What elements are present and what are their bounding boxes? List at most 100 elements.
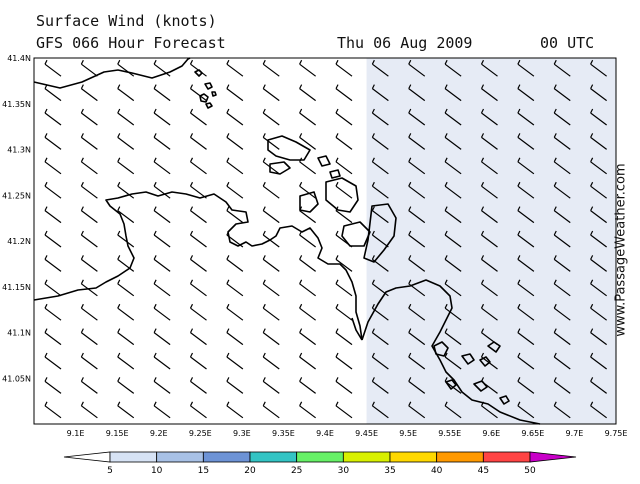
wind-barb — [117, 279, 135, 297]
wind-barb — [590, 279, 607, 297]
colorbar-label: 10 — [151, 466, 163, 476]
wind-barb — [371, 206, 389, 224]
wind-barb — [480, 108, 498, 126]
colorbar-swatch — [296, 451, 344, 463]
wind-barb — [226, 230, 244, 248]
wind-barb — [153, 279, 171, 297]
colorbar-label: 50 — [524, 466, 536, 476]
wind-barb — [371, 401, 389, 419]
longitude-tick-label: 9.45E — [355, 429, 378, 438]
longitude-tick-label: 9.5E — [399, 429, 417, 438]
maddalena-island-6 — [363, 203, 397, 263]
wind-barb — [371, 230, 389, 248]
wind-barb — [553, 230, 571, 248]
wind-barb — [553, 206, 571, 224]
wind-barb — [335, 157, 353, 175]
longitude-tick-label: 9.2E — [150, 429, 168, 438]
wind-barb — [480, 84, 498, 102]
wind-barb — [44, 230, 62, 248]
wind-barb — [262, 377, 280, 394]
maddalena-island-1 — [267, 135, 311, 161]
wind-barb — [408, 377, 426, 394]
wind-barb — [80, 133, 98, 150]
wind-barb — [335, 181, 353, 199]
wind-barb — [189, 157, 207, 175]
wind-barb — [480, 328, 498, 346]
wind-barb — [189, 108, 207, 126]
wind-barb — [371, 279, 389, 297]
wind-barb — [590, 230, 607, 248]
wind-barb — [80, 401, 98, 419]
wind-barb — [444, 352, 462, 370]
wind-barb — [153, 108, 171, 126]
wind-barb — [44, 181, 62, 199]
wind-barb — [480, 401, 498, 419]
wind-barb — [80, 303, 98, 321]
wind-barb — [44, 279, 62, 297]
wind-barb — [590, 108, 607, 126]
wind-barb — [153, 401, 171, 419]
wind-barb — [80, 157, 98, 175]
wind-barb — [480, 352, 498, 370]
latitude-tick-label: 41.2N — [7, 237, 31, 246]
wind-barb — [444, 157, 462, 175]
wind-barb — [189, 352, 207, 370]
wind-barb — [117, 377, 135, 394]
longitude-tick-label: 9.4E — [316, 429, 334, 438]
colorbar-label: 30 — [338, 466, 350, 476]
colorbar-swatch — [436, 451, 484, 463]
wind-barb — [480, 206, 498, 224]
sardinia-east-coast — [361, 279, 541, 425]
wind-barb — [117, 230, 135, 248]
map-title: Surface Wind (knots) — [36, 12, 217, 30]
wind-barb — [480, 133, 498, 150]
wind-barb — [299, 255, 316, 272]
wind-barb — [371, 377, 389, 394]
wind-barb — [189, 279, 207, 297]
wind-barb — [80, 279, 98, 297]
longitude-tick-label: 9.6E — [482, 429, 500, 438]
wind-barb — [517, 401, 535, 419]
wind-barb — [226, 328, 244, 346]
maddalena-island-5 — [341, 221, 371, 247]
wind-barbs — [44, 59, 607, 419]
colorbar-swatch — [342, 451, 391, 463]
wind-barb — [262, 84, 280, 102]
wind-barb — [117, 108, 135, 126]
wind-barb — [517, 84, 535, 102]
wind-barb — [335, 230, 353, 248]
wind-barb — [299, 303, 316, 321]
wind-speed-field-5-10 — [366, 58, 616, 424]
wind-barb — [444, 206, 462, 224]
wind-barb — [444, 181, 462, 199]
wind-barb — [262, 230, 280, 248]
wind-barb — [517, 303, 535, 321]
wind-barb — [299, 230, 316, 248]
wind-barb — [226, 377, 244, 394]
wind-barb — [262, 157, 280, 175]
wind-barb — [408, 352, 426, 370]
wind-barb — [517, 206, 535, 224]
wind-barb — [444, 401, 462, 419]
wind-barb — [153, 255, 171, 272]
wind-barb — [153, 230, 171, 248]
wind-barb — [590, 328, 607, 346]
wind-barb — [117, 84, 135, 102]
wind-barb — [80, 206, 98, 224]
wind-barb — [262, 401, 280, 419]
wind-barb — [262, 328, 280, 346]
latitude-axis: 41.05N 41.1N 41.15N 41.2N 41.25N 41.3N 41.35N 4… — [2, 54, 31, 383]
wind-barb — [553, 377, 571, 394]
wind-barb — [226, 108, 244, 126]
wind-barb — [371, 157, 389, 175]
sardinia-coast — [33, 191, 363, 341]
wind-barb — [262, 255, 280, 272]
wind-barb — [553, 181, 571, 199]
wind-barb — [335, 328, 353, 346]
wind-barb — [408, 84, 426, 102]
wind-barb — [226, 84, 244, 102]
wind-barb — [480, 230, 498, 248]
longitude-axis: 9.1E 9.15E 9.2E 9.25E 9.3E 9.35E 9.4E 9.45E 9.5E… — [67, 429, 628, 438]
wind-barb — [371, 133, 389, 150]
